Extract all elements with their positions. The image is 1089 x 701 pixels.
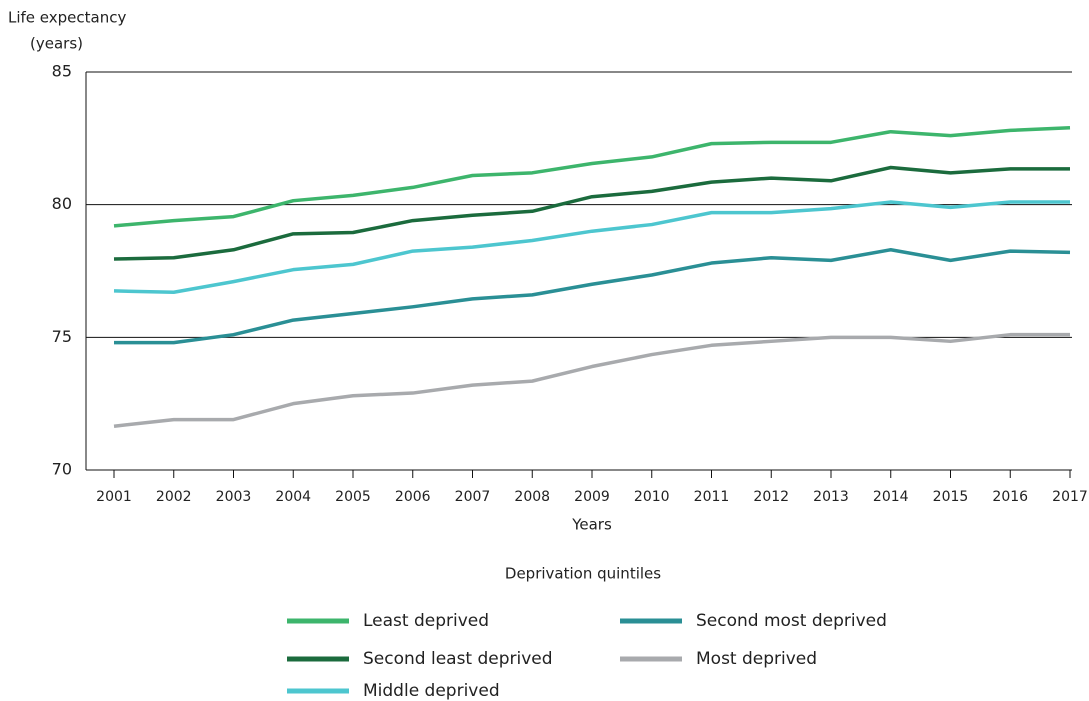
series-line xyxy=(113,200,1070,294)
x-tick-label: 2008 xyxy=(514,489,550,505)
x-tick-label: 2003 xyxy=(216,489,252,505)
legend-label: Second least deprived xyxy=(363,649,553,669)
x-tick-label: 2010 xyxy=(634,489,670,505)
y-tick-label: 75 xyxy=(52,327,72,346)
x-axis-label: Years xyxy=(571,516,612,534)
series-line xyxy=(113,332,1070,428)
legend-label: Least deprived xyxy=(363,611,489,631)
x-tick-label: 2012 xyxy=(753,489,789,505)
x-tick-label: 2014 xyxy=(873,489,909,505)
legend-label: Middle deprived xyxy=(363,681,500,701)
x-tick-label: 2009 xyxy=(574,489,610,505)
x-tick-label: 2017 xyxy=(1052,489,1088,505)
y-tick-label: 85 xyxy=(52,62,72,81)
x-tick-label: 2001 xyxy=(96,489,132,505)
x-tick-label: 2011 xyxy=(694,489,730,505)
series-line xyxy=(113,165,1070,261)
y-axis-label: (years) xyxy=(30,35,83,53)
x-tick-label: 2005 xyxy=(335,489,371,505)
x-tick-label: 2004 xyxy=(275,489,311,505)
x-tick-label: 2002 xyxy=(156,489,192,505)
series-line xyxy=(113,125,1071,228)
x-tick-label: 2016 xyxy=(992,489,1028,505)
x-tick-label: 2015 xyxy=(933,489,969,505)
x-tick-label: 2007 xyxy=(455,489,491,505)
series-line xyxy=(114,248,1071,345)
x-tick-label: 2006 xyxy=(395,489,431,505)
legend-title: Deprivation quintiles xyxy=(505,565,661,583)
legend-label: Second most deprived xyxy=(696,611,887,631)
y-axis-label: Life expectancy xyxy=(8,9,126,27)
legend-label: Most deprived xyxy=(696,649,817,669)
y-tick-label: 70 xyxy=(52,460,72,479)
y-tick-label: 80 xyxy=(52,194,72,213)
x-tick-label: 2013 xyxy=(813,489,849,505)
